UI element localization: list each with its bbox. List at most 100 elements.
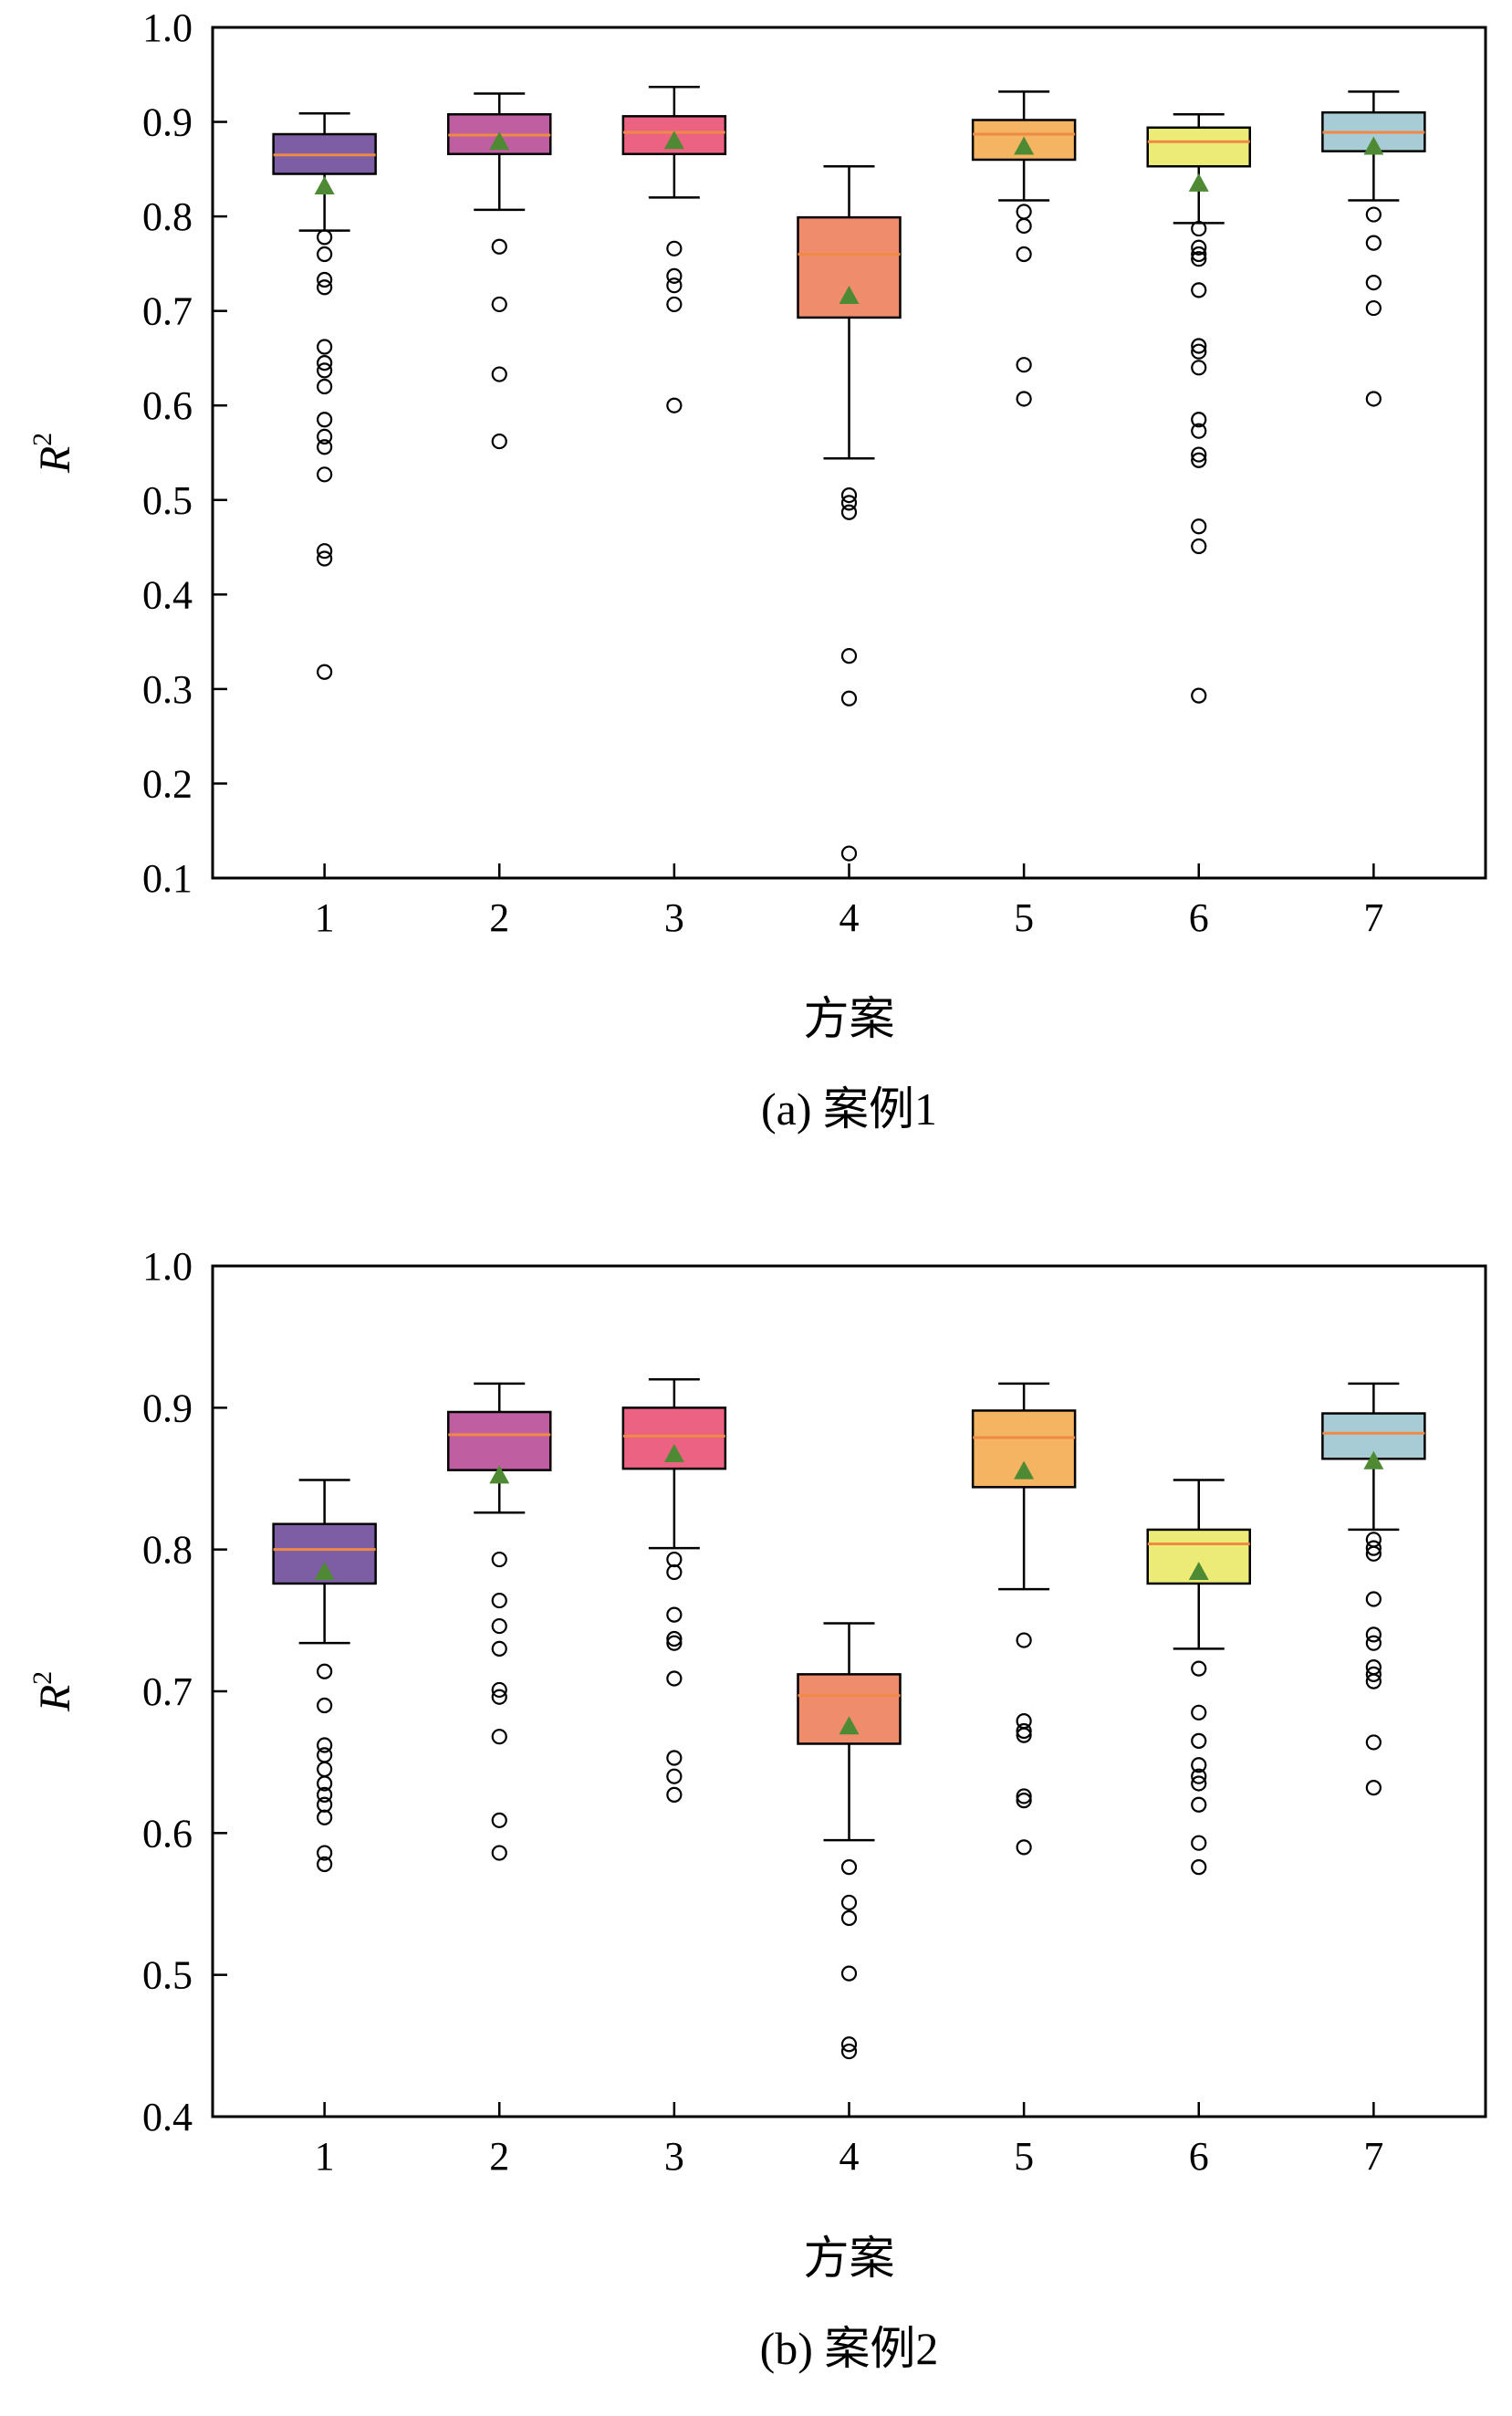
mean-marker xyxy=(314,175,335,194)
box-iqr xyxy=(447,1410,552,1471)
mean-marker xyxy=(489,1465,510,1484)
outlier-point xyxy=(1365,1626,1382,1643)
outlier-point xyxy=(317,362,333,379)
outlier-point xyxy=(491,1617,507,1635)
outlier-point xyxy=(1191,452,1207,468)
outlier-point xyxy=(1365,1591,1382,1607)
plot-frame xyxy=(211,1264,1487,2118)
y-tick-label: 1.0 xyxy=(142,1244,193,1289)
outlier-point xyxy=(491,433,507,450)
outlier-point xyxy=(840,845,858,862)
outlier-point xyxy=(1365,1666,1382,1682)
outlier-point xyxy=(317,1856,333,1873)
x-tick-label: 7 xyxy=(1363,2134,1383,2179)
outlier-point xyxy=(491,1681,507,1699)
y-tick-label: 0.7 xyxy=(142,1669,193,1714)
mean-marker xyxy=(489,131,510,151)
outlier-point xyxy=(1365,275,1382,291)
outlier-point xyxy=(317,1663,333,1679)
outlier-point xyxy=(1191,538,1207,555)
outlier-point xyxy=(491,1689,507,1705)
x-axis-label: 方案 xyxy=(804,2233,895,2284)
outlier-point xyxy=(1016,1788,1032,1804)
box-series-1 xyxy=(272,1479,377,1873)
x-tick-label: 4 xyxy=(839,2134,860,2179)
outlier-point xyxy=(840,1894,858,1911)
x-tick-label: 1 xyxy=(315,895,335,940)
outlier-point xyxy=(1191,1660,1207,1677)
outlier-point xyxy=(1191,1796,1207,1813)
outlier-point xyxy=(317,439,333,455)
y-tick-label: 0.8 xyxy=(142,194,193,239)
outlier-point xyxy=(1191,1835,1207,1851)
box-series-7 xyxy=(1321,1382,1426,1796)
outlier-point xyxy=(666,1606,683,1623)
outlier-point xyxy=(317,1697,333,1714)
mean-marker xyxy=(663,131,684,150)
outlier-point xyxy=(317,550,333,567)
box-series-3 xyxy=(621,1378,727,1803)
outlier-point xyxy=(491,1640,507,1658)
outlier-point xyxy=(1016,217,1032,235)
outlier-point xyxy=(840,2043,858,2060)
mean-marker xyxy=(1188,1561,1209,1580)
outlier-point xyxy=(1191,687,1207,704)
outlier-point xyxy=(666,296,683,313)
outlier-point xyxy=(317,1845,333,1861)
outlier-point xyxy=(491,1812,507,1828)
box-series-2 xyxy=(447,1382,552,1861)
outlier-point xyxy=(666,1768,683,1784)
outlier-point xyxy=(1365,1780,1382,1796)
box-iqr xyxy=(1146,1528,1251,1585)
outlier-point xyxy=(840,2036,858,2053)
outlier-point xyxy=(1191,251,1207,267)
x-tick-label: 6 xyxy=(1189,895,1209,940)
outlier-point xyxy=(491,1551,507,1568)
box-iqr xyxy=(621,1407,727,1470)
outlier-point xyxy=(491,366,507,382)
y-tick-label: 0.6 xyxy=(142,1811,193,1856)
outlier-point xyxy=(317,412,333,428)
outlier-point xyxy=(840,648,858,664)
box-series-5 xyxy=(971,90,1077,407)
y-tick-label: 0.7 xyxy=(142,289,193,334)
outlier-point xyxy=(1016,1727,1032,1743)
outlier-point xyxy=(1191,423,1207,439)
mean-marker xyxy=(314,1561,335,1580)
outlier-point xyxy=(1365,1540,1382,1556)
y-tick-label: 0.4 xyxy=(142,572,193,617)
outlier-point xyxy=(666,1786,683,1803)
outlier-point xyxy=(840,486,858,504)
plot-frame xyxy=(211,26,1487,880)
outlier-point xyxy=(1365,299,1382,317)
y-tick-label: 0.8 xyxy=(142,1528,193,1573)
outlier-point xyxy=(840,504,858,520)
outlier-point xyxy=(491,238,507,255)
y-axis-label-superscript: 2 xyxy=(27,433,57,446)
box-series-2 xyxy=(447,92,552,450)
outlier-point xyxy=(317,1786,333,1803)
box-series-7 xyxy=(1321,90,1426,407)
outlier-point xyxy=(1191,1732,1207,1749)
outlier-point xyxy=(1191,1757,1207,1773)
outlier-point xyxy=(1016,391,1032,407)
outlier-point xyxy=(1016,1632,1032,1648)
box-series-4 xyxy=(797,1622,902,2060)
x-tick-label: 5 xyxy=(1014,895,1034,940)
outlier-point xyxy=(317,355,333,371)
x-tick-label: 3 xyxy=(664,2134,684,2179)
outlier-point xyxy=(1191,412,1207,428)
outlier-point xyxy=(840,1965,858,1982)
x-tick-label: 6 xyxy=(1189,2134,1209,2179)
y-axis-label-symbol: R xyxy=(31,446,79,474)
outlier-point xyxy=(1191,282,1207,298)
outlier-point xyxy=(1365,1545,1382,1562)
mean-marker xyxy=(1363,1450,1384,1469)
panel-caption: (b) 案例2 xyxy=(760,2323,939,2374)
outlier-point xyxy=(491,296,507,313)
outlier-point xyxy=(1191,1775,1207,1792)
y-tick-label: 0.5 xyxy=(142,478,193,523)
